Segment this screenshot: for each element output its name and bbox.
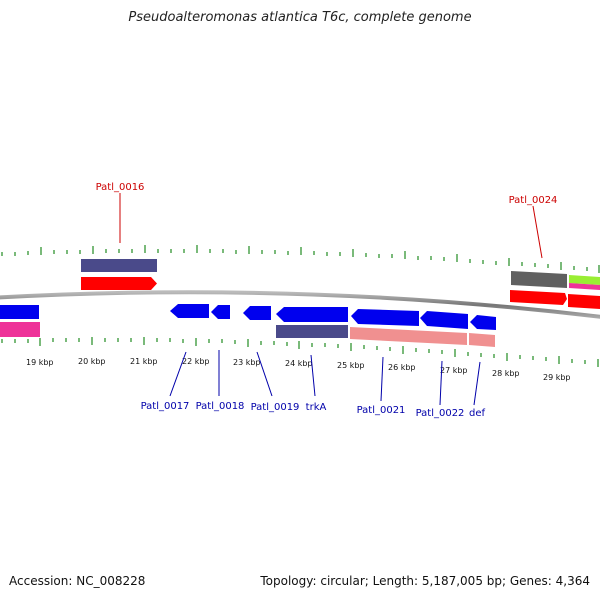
cds-arrow-right[interactable] [568, 294, 600, 309]
cds-arrow-patl-0021[interactable] [351, 309, 419, 326]
cds-arrow-trka[interactable] [276, 307, 348, 322]
kbp-label: 23 kbp [233, 358, 261, 367]
inner-tick-ring [1, 337, 599, 367]
gene-label-patl-0019[interactable]: Patl_0019 [251, 402, 300, 413]
gene-label-patl-0021[interactable]: Patl_0021 [357, 405, 406, 416]
kbp-label: 22 kbp [182, 357, 210, 366]
kbp-label: 25 kbp [337, 361, 365, 370]
gene-label-patl-0016[interactable]: Patl_0016 [96, 182, 145, 193]
gene-label-patl-0022[interactable]: Patl_0022 [416, 408, 465, 419]
kbp-label: 21 kbp [130, 357, 158, 366]
gene-label-patl-0017[interactable]: Patl_0017 [141, 401, 190, 412]
cds-arrow-patl-0024[interactable] [510, 290, 567, 305]
gene-bar-grey[interactable] [511, 271, 567, 288]
accession-label: Accession: NC_008228 [9, 574, 146, 588]
gene-label-trka[interactable]: trkA [306, 402, 327, 413]
outer-tick-ring [1, 245, 600, 273]
reverse-strand-features [0, 304, 496, 347]
kbp-label: 29 kbp [543, 373, 571, 382]
cds-arrow-patl-0019[interactable] [243, 306, 271, 320]
genome-backbone [0, 290, 600, 319]
rna-feature-left-edge[interactable] [0, 322, 40, 337]
cds-arrow-patl-0017[interactable] [170, 304, 209, 318]
kbp-scale: 19 kbp 20 kbp 21 kbp 22 kbp 23 kbp 24 kb… [26, 357, 571, 382]
topology-summary: Topology: circular; Length: 5,187,005 bp… [260, 574, 590, 588]
kbp-label: 19 kbp [26, 358, 54, 367]
gene-label-patl-0018[interactable]: Patl_0018 [196, 401, 245, 412]
label-leaders [119, 193, 543, 406]
cds-arrow-def[interactable] [470, 315, 496, 330]
kbp-label: 26 kbp [388, 363, 416, 372]
cds-arrow-patl-0022[interactable] [420, 311, 468, 329]
gene-labels-bottom: Patl_0017 Patl_0018 Patl_0019 trkA Patl_… [141, 401, 486, 419]
rna-feature-pink[interactable] [569, 283, 600, 290]
gene-bar-patl-0016[interactable] [81, 259, 157, 272]
gene-bar-trka[interactable] [276, 325, 348, 338]
gene-label-def[interactable]: def [469, 408, 486, 419]
gene-labels-top: Patl_0016 Patl_0024 [96, 182, 558, 206]
gene-bar-def[interactable] [469, 333, 495, 347]
cds-arrow-left-edge[interactable] [0, 305, 39, 319]
kbp-label: 28 kbp [492, 369, 520, 378]
kbp-label: 27 kbp [440, 366, 468, 375]
gene-bar-green[interactable] [569, 275, 600, 285]
map-title: Pseudoalteromonas atlantica T6c, complet… [128, 10, 472, 25]
forward-strand-features [81, 259, 600, 309]
gene-bar-reverse-pink[interactable] [350, 327, 467, 345]
cds-arrow-patl-0016[interactable] [81, 277, 157, 290]
gene-label-patl-0024[interactable]: Patl_0024 [509, 195, 558, 206]
cds-arrow-patl-0018[interactable] [211, 305, 230, 319]
kbp-label: 24 kbp [285, 359, 313, 368]
kbp-label: 20 kbp [78, 357, 106, 366]
